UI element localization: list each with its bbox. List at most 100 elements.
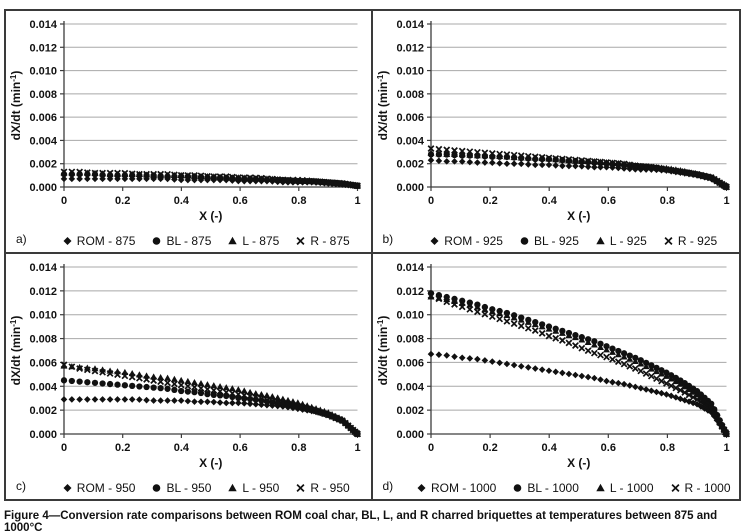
chart-a-875: 0.000 0.002 0.004 0.006 0.008 0.010 0.012 0.014… [9,19,361,223]
svg-text:0.012: 0.012 [29,286,57,298]
triangle-marker-icon [596,483,605,492]
diamond-marker-icon [63,484,72,492]
svg-text:X (-): X (-) [567,209,590,223]
panel-d-footer: d) ROM - 1000 BL - 1000 L - 1000 R - 1000 [373,473,740,497]
panel-b-label: b) [382,232,394,246]
svg-text:0.6: 0.6 [232,442,247,454]
panel-c: 0.000 0.002 0.004 0.006 0.008 0.010 0.012 0.014… [6,254,373,499]
svg-text:0.008: 0.008 [29,89,57,101]
legend-item: ROM - 925 [428,234,503,248]
legend-label: R - 950 [310,481,350,495]
legend-label: R - 925 [677,234,718,248]
panel-c-footer: c) ROM - 950 BL - 950 L - 950 R - 950 [6,473,371,497]
svg-text:0.4: 0.4 [174,195,190,207]
svg-text:0.002: 0.002 [29,159,57,171]
legend-item: BL - 1000 [511,481,579,495]
panel-a: 0.000 0.002 0.004 0.006 0.008 0.010 0.012 0.014… [6,11,373,254]
svg-text:0.004: 0.004 [29,381,57,393]
svg-text:0.000: 0.000 [396,429,424,441]
x-marker-icon [664,236,673,246]
x-marker-icon [296,236,305,246]
svg-text:0.8: 0.8 [291,195,306,207]
svg-text:0.6: 0.6 [600,442,615,454]
svg-text:0.006: 0.006 [29,112,57,124]
svg-text:1: 1 [354,195,360,207]
svg-text:0.002: 0.002 [396,405,424,417]
panel-d: 0.000 0.002 0.004 0.006 0.008 0.010 0.012 0.014… [372,254,740,499]
svg-text:dX/dt (min-1): dX/dt (min-1) [376,71,390,141]
svg-text:0.8: 0.8 [659,442,674,454]
svg-text:0.014: 0.014 [396,19,424,31]
svg-text:0.004: 0.004 [396,135,424,147]
triangle-marker-icon [228,236,238,245]
svg-text:dX/dt (min-1): dX/dt (min-1) [376,316,390,386]
x-marker-icon [296,483,305,493]
chart-b-925: 0.000 0.002 0.004 0.006 0.008 0.010 0.012 0.014… [376,19,730,223]
legend-label: L - 950 [242,481,280,495]
svg-text:0.000: 0.000 [29,429,57,441]
legend-item: L - 875 [226,234,279,248]
legend-item: ROM - 875 [61,234,135,248]
svg-text:0.2: 0.2 [482,442,497,454]
svg-text:1: 1 [723,442,729,454]
chart-c-950: 0.000 0.002 0.004 0.006 0.008 0.010 0.012 0.014… [9,262,361,470]
legend-item: L - 925 [594,234,647,248]
legend-item: BL - 925 [518,234,579,248]
svg-text:0.014: 0.014 [29,262,57,274]
svg-text:0.008: 0.008 [29,334,57,346]
svg-text:0.010: 0.010 [29,66,57,78]
legend-item: R - 925 [662,234,717,248]
legend-label: BL - 875 [166,234,212,248]
legend-item: BL - 950 [150,481,211,495]
legend-b: ROM - 925 BL - 925 L - 925 R - 925 [413,234,734,248]
legend-label: BL - 950 [166,481,212,495]
svg-text:X (-): X (-) [199,456,222,470]
svg-text:0.008: 0.008 [396,334,424,346]
svg-text:0: 0 [61,195,67,207]
legend-label: L - 925 [609,234,647,248]
svg-text:0: 0 [61,442,67,454]
legend-label: L - 1000 [609,481,654,495]
legend-d: ROM - 1000 BL - 1000 L - 1000 R - 1000 [413,481,734,495]
panel-b-footer: b) ROM - 925 BL - 925 L - 925 R - 925 [373,226,740,250]
triangle-marker-icon [596,236,605,245]
svg-text:0.000: 0.000 [29,182,57,194]
svg-text:0.2: 0.2 [115,195,130,207]
legend-label: R - 1000 [684,481,731,495]
svg-text:0.012: 0.012 [396,286,424,298]
legend-item: L - 950 [226,481,279,495]
triangle-marker-icon [228,483,238,492]
svg-text:0.002: 0.002 [29,405,57,417]
legend-item: R - 875 [294,234,350,248]
svg-text:0.6: 0.6 [600,195,615,207]
svg-text:0.2: 0.2 [482,195,497,207]
svg-text:1: 1 [354,442,360,454]
svg-text:0.6: 0.6 [232,195,247,207]
legend-label: R - 875 [310,234,350,248]
circle-marker-icon [153,484,161,492]
svg-text:0.8: 0.8 [659,195,674,207]
legend-item: ROM - 1000 [415,481,496,495]
legend-item: R - 1000 [669,481,731,495]
circle-marker-icon [514,484,522,492]
legend-a: ROM - 875 BL - 875 L - 875 R - 875 [46,234,365,248]
diamond-marker-icon [63,237,72,245]
legend-label: L - 875 [242,234,280,248]
svg-text:0.010: 0.010 [396,66,424,78]
figure-caption: Figure 4—Conversion rate comparisons bet… [4,510,718,532]
panel-c-label: c) [16,479,26,493]
svg-text:0.006: 0.006 [29,357,57,369]
svg-text:0.006: 0.006 [396,112,424,124]
svg-text:0.008: 0.008 [396,89,424,101]
svg-text:0.8: 0.8 [291,442,306,454]
diamond-marker-icon [430,237,439,245]
svg-text:dX/dt (min-1): dX/dt (min-1) [9,71,23,141]
svg-text:X (-): X (-) [199,209,222,223]
svg-text:0.004: 0.004 [396,381,424,393]
svg-text:0.004: 0.004 [29,135,57,147]
legend-item: ROM - 950 [61,481,135,495]
svg-text:0.4: 0.4 [541,195,557,207]
circle-marker-icon [520,237,529,245]
svg-text:0.012: 0.012 [29,42,57,54]
